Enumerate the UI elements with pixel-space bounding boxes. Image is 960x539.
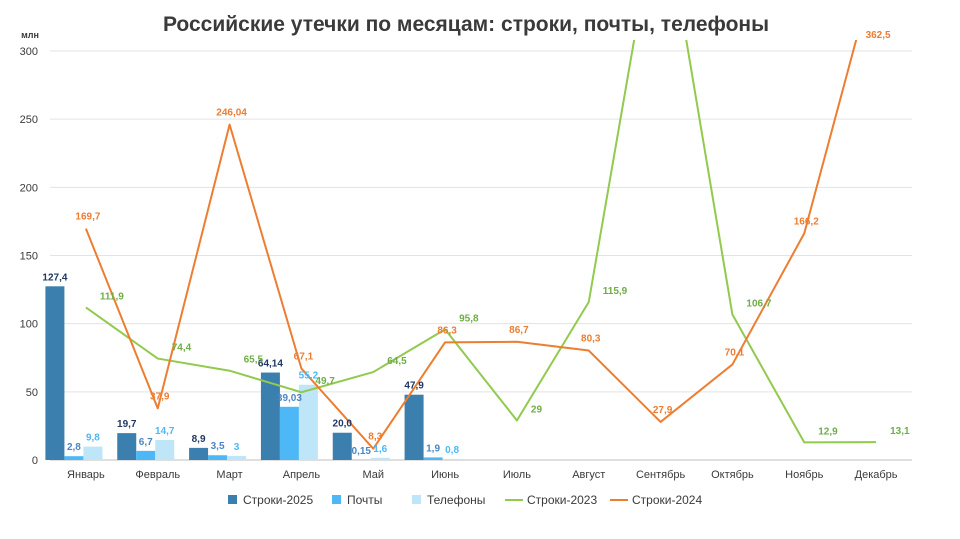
line-label-Строки-2023-Июль: 29 <box>531 404 543 415</box>
bar-label-Телефоны-Май: 1,6 <box>373 444 387 455</box>
bar-Строки-2025-Июнь <box>404 394 424 460</box>
legend-swatch-0 <box>228 495 237 504</box>
y-tick-label-300: 300 <box>20 46 38 58</box>
x-tick-label-8: Сентябрь <box>636 469 686 481</box>
bar-label-Почты-Май: 0,15 <box>352 446 372 457</box>
bar-Строки-2025-Февраль <box>117 433 137 460</box>
line-label-Строки-2024-Июнь: 86,3 <box>437 325 457 336</box>
line-label-Строки-2023-Январь: 111,9 <box>100 291 124 302</box>
line-label-Строки-2023-Июнь: 95,8 <box>459 313 479 324</box>
bar-Строки-2025-Май <box>332 432 352 460</box>
bar-label-Строки-2025-Февраль: 19,7 <box>117 419 137 430</box>
bar-label-Строки-2025-Март: 8,9 <box>192 434 206 445</box>
bar-label-Строки-2025-Май: 20,0 <box>333 419 353 430</box>
line-label-Строки-2023-Декабрь: 13,1 <box>890 426 910 437</box>
line-label-Строки-2023-Октябрь: 106,7 <box>746 299 771 310</box>
bar-Телефоны-Июнь <box>442 458 462 460</box>
bar-Телефоны-Февраль <box>155 439 175 460</box>
legend-label-0: Строки-2025 <box>243 493 313 507</box>
line-label-Строки-2023-Апрель: 49,7 <box>315 376 335 387</box>
bar-label-Строки-2025-Январь: 127,4 <box>42 272 67 283</box>
line-label-Строки-2024-Декабрь: 362,5 <box>866 30 891 41</box>
line-label-Строки-2024-Август: 80,3 <box>581 334 601 345</box>
y-tick-label-150: 150 <box>20 251 38 263</box>
y-axis-ticks: 0 50 100 150 200 250 300 <box>20 46 38 467</box>
y-tick-label-200: 200 <box>20 182 38 194</box>
x-axis-ticks: Январь Февраль Март Апрель Май Июнь Июль Август… <box>67 469 898 481</box>
x-tick-label-4: Май <box>362 469 384 481</box>
bar-label-Почты-Июнь: 1,9 <box>426 443 440 454</box>
bar-Строки-2025-Март <box>189 447 209 460</box>
line-label-Строки-2024-Март: 246,04 <box>216 108 247 119</box>
bar-Строки-2025-Январь <box>45 286 65 460</box>
bar-label-Почты-Январь: 2,8 <box>67 442 81 453</box>
x-tick-label-9: Октябрь <box>711 469 754 481</box>
bar-Почты-Июнь <box>423 457 443 460</box>
bar-Телефоны-Январь <box>83 446 103 460</box>
data-labels: 127,4 19,7 8,9 64,14 20,0 47,9 2,8 6,7 3,5 39,03 0… <box>42 30 910 457</box>
line-label-Строки-2023-Март: 65,5 <box>244 355 264 366</box>
x-tick-label-0: Январь <box>67 469 105 481</box>
x-tick-label-5: Июнь <box>431 469 459 481</box>
bar-Почты-Апрель <box>279 406 299 460</box>
y-axis-unit-label: млн <box>21 30 39 40</box>
line-label-Строки-2024-Февраль: 37,9 <box>150 391 170 402</box>
legend-swatch-2 <box>412 495 421 504</box>
legend-label-2: Телефоны <box>427 493 485 507</box>
line-label-Строки-2024-Ноябрь: 166,2 <box>794 216 819 227</box>
legend-label-3: Строки-2023 <box>527 493 597 507</box>
bar-label-Строки-2025-Июнь: 47,9 <box>404 381 424 392</box>
y-tick-label-50: 50 <box>26 387 38 399</box>
line-label-Строки-2023-Август: 115,9 <box>603 286 628 297</box>
bar-label-Телефоны-Июнь: 0,8 <box>445 445 459 456</box>
x-tick-label-7: Август <box>572 469 605 481</box>
bar-label-Телефоны-Февраль: 14,7 <box>155 426 175 437</box>
y-tick-label-250: 250 <box>20 114 38 126</box>
line-label-Строки-2024-Октябрь: 70,1 <box>725 347 745 358</box>
gridlines <box>50 50 912 461</box>
legend-label-1: Почты <box>347 493 382 507</box>
bar-label-Строки-2025-Апрель: 64,14 <box>258 359 283 370</box>
bar-Телефоны-Март <box>227 455 247 460</box>
bar-Телефоны-Май <box>370 457 390 460</box>
x-tick-label-11: Декабрь <box>855 469 898 481</box>
x-tick-label-10: Ноябрь <box>785 469 823 481</box>
bar-label-Телефоны-Январь: 9,8 <box>86 433 100 444</box>
x-tick-label-6: Июль <box>503 469 531 481</box>
bar-Почты-Февраль <box>136 450 156 460</box>
line-label-Строки-2023-Февраль: 74,4 <box>172 343 192 354</box>
line-label-Строки-2024-Апрель: 67,1 <box>294 352 314 363</box>
line-Строки-2024 <box>84 40 858 450</box>
y-tick-label-0: 0 <box>32 455 38 467</box>
line-label-Строки-2024-Июль: 86,7 <box>509 325 529 336</box>
legend: Строки-2025 Почты Телефоны Строки-2023 Строк… <box>228 493 702 507</box>
chart-title: Российские утечки по месяцам: строки, по… <box>163 13 769 36</box>
bar-label-Почты-Март: 3,5 <box>211 441 225 452</box>
bar-label-Телефоны-Март: 3 <box>234 442 240 453</box>
line-label-Строки-2024-Сентябрь: 27,9 <box>653 405 673 416</box>
x-tick-label-3: Апрель <box>283 469 321 481</box>
line-label-Строки-2023-Ноябрь: 12,9 <box>818 426 838 437</box>
line-label-Строки-2023-Май: 64,5 <box>387 356 407 367</box>
bar-series-group <box>45 286 462 460</box>
line-label-Строки-2024-Январь: 169,7 <box>75 212 100 223</box>
x-tick-label-1: Февраль <box>135 469 180 481</box>
line-label-Строки-2024-Май: 8,3 <box>368 432 382 443</box>
y-tick-label-100: 100 <box>20 319 38 331</box>
line-Строки-2023 <box>85 40 877 444</box>
bar-Почты-Март <box>208 455 228 460</box>
bar-Строки-2025-Апрель <box>260 372 280 460</box>
legend-label-4: Строки-2024 <box>632 493 702 507</box>
bar-Телефоны-Апрель <box>298 384 318 460</box>
bar-label-Почты-Февраль: 6,7 <box>139 437 153 448</box>
bar-label-Почты-Апрель: 39,03 <box>277 393 302 404</box>
x-tick-label-2: Март <box>216 469 242 481</box>
line-series-group <box>84 40 877 450</box>
bar-Почты-Январь <box>64 456 84 460</box>
bar-label-Телефоны-Апрель: 55,2 <box>299 371 319 382</box>
legend-swatch-1 <box>332 495 341 504</box>
